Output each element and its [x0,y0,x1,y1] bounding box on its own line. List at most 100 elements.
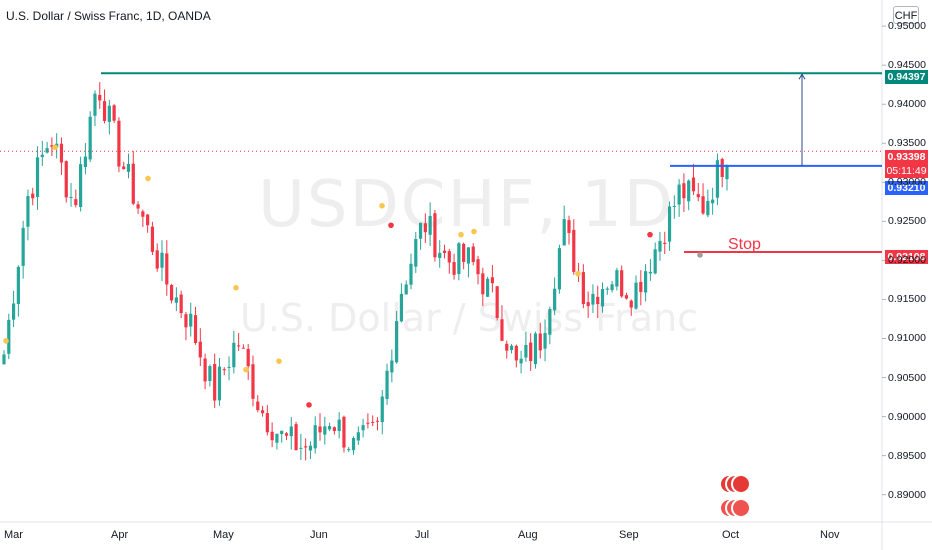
candle-body [16,266,20,304]
candle-body [217,366,222,401]
candle-body [136,204,140,209]
candle-body [371,421,375,423]
candle-body [26,196,30,227]
candle-body [548,309,552,335]
candle-body [715,160,720,198]
candle-body [112,105,116,121]
candle-body [246,348,250,367]
candle-body [682,183,686,199]
price-tick-label: 0.93500 [888,137,926,150]
month-tick-label: Mar [4,529,23,541]
candle-body [213,364,217,401]
event-marker [575,270,581,277]
candle-body [35,157,40,198]
candle-body [485,278,490,297]
month-tick-label: Sep [619,529,639,541]
candle-body [653,249,657,274]
stop-label: Stop [728,236,761,253]
event-marker [145,175,151,182]
candle-body [265,413,269,433]
price-tick-label: 0.91500 [888,293,926,306]
price-tick-label: 0.89000 [888,488,926,501]
candle-body [672,205,676,207]
candle-body [150,226,155,252]
entry-price-tag: 0.93210 [885,181,928,195]
countdown-tag: 05:11:49 [885,164,928,178]
event-marker [52,144,58,150]
resistance-price-tag: 0.94397 [885,70,928,84]
candle-body [620,270,624,297]
currency-button[interactable]: CHF [893,6,919,24]
candle-body [644,271,648,293]
candle-body [289,426,293,437]
candle-body [663,242,667,244]
candle-body [169,285,174,301]
candle-body [696,194,700,198]
candle-body [385,370,389,400]
candle-body [64,161,68,198]
candle-body [591,293,595,305]
candle-body [447,251,451,263]
candle-body [543,333,547,349]
candle-body [514,345,518,361]
candle-body [404,284,408,295]
candle-body [69,196,73,198]
candle-body [126,163,131,172]
candle-body [639,281,643,292]
candle-body [610,284,614,291]
candle-body [701,196,705,214]
candle-body [107,105,111,122]
event-marker [388,222,394,229]
candle-body [562,218,566,246]
candle-body [572,229,576,272]
candle-body [323,426,327,435]
candle-body [318,426,322,433]
candle-body [347,449,351,451]
candle-body [442,250,447,254]
candle-body [332,427,336,432]
candle-body [356,432,360,441]
candle-body [687,180,691,202]
candle-body [423,223,427,233]
candle-body [294,424,298,451]
month-tick-label: Aug [518,529,538,541]
candle-body [131,163,135,204]
candle-body [667,206,672,242]
candle-body [146,214,150,226]
month-tick-label: Apr [111,529,129,541]
candle-body [490,277,494,284]
candle-body [581,272,585,305]
candle-body [395,321,399,363]
candle-body [280,430,284,435]
candle-body [428,215,432,235]
candle-body [7,319,11,354]
candle-body [725,166,729,180]
candle-body [433,213,437,258]
candle-body [193,315,198,343]
candle-body [208,366,212,381]
watermark-name: U.S. Dollar / Swiss Franc [240,296,699,340]
candle-body [284,433,289,436]
candle-body [567,220,571,233]
event-marker [243,366,249,373]
event-marker [276,358,282,364]
candle-body [342,416,346,448]
candle-body [505,343,509,351]
price-tick-label: 0.90000 [888,410,926,423]
candle-body [509,345,514,350]
us-flag-icon[interactable] [719,498,753,522]
candle-body [59,143,64,163]
candle-body [222,369,226,371]
candle-body [414,239,418,267]
candle-body [720,159,724,177]
event-marker [471,228,477,235]
candle-body [232,342,236,368]
candle-body [452,262,456,275]
event-marker [647,231,653,238]
candle-body [629,300,633,308]
swiss-flag-icon[interactable] [719,474,753,498]
candle-body [500,319,504,341]
candle-body [11,303,16,320]
